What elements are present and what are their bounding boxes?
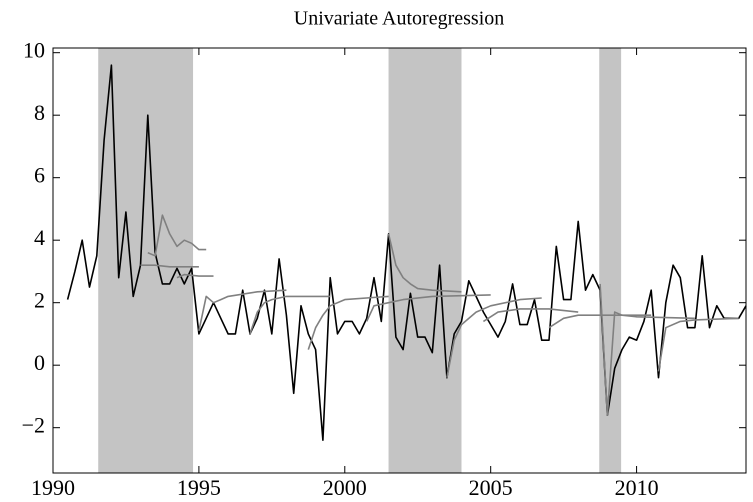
series-line <box>307 295 389 350</box>
y-tick-label: 4 <box>34 225 45 250</box>
series-line <box>599 283 695 416</box>
series-line <box>482 308 579 323</box>
series-line <box>140 264 199 268</box>
series-line <box>198 289 287 331</box>
recession-band <box>599 48 622 473</box>
y-tick-label: 0 <box>34 350 45 375</box>
x-tick-label: 1995 <box>177 475 221 500</box>
series-line <box>657 317 739 372</box>
series-line <box>446 297 542 378</box>
x-tick-label: 2010 <box>615 475 659 500</box>
y-tick-label: 8 <box>34 100 45 125</box>
y-tick-label: 10 <box>23 38 45 63</box>
recession-band <box>388 48 462 473</box>
series-line <box>249 295 331 335</box>
series-line <box>147 214 207 257</box>
series-line <box>365 294 491 322</box>
y-tick-label: −2 <box>22 413 45 438</box>
x-tick-label: 1990 <box>31 475 75 500</box>
series-line <box>387 233 462 293</box>
chart-title: Univariate Autoregression <box>294 8 505 30</box>
x-tick-label: 2005 <box>469 475 513 500</box>
y-tick-label: 2 <box>34 288 45 313</box>
series-line <box>176 273 214 279</box>
x-tick-label: 2000 <box>323 475 367 500</box>
axes-box <box>52 47 747 474</box>
y-tick-label: 6 <box>34 163 45 188</box>
